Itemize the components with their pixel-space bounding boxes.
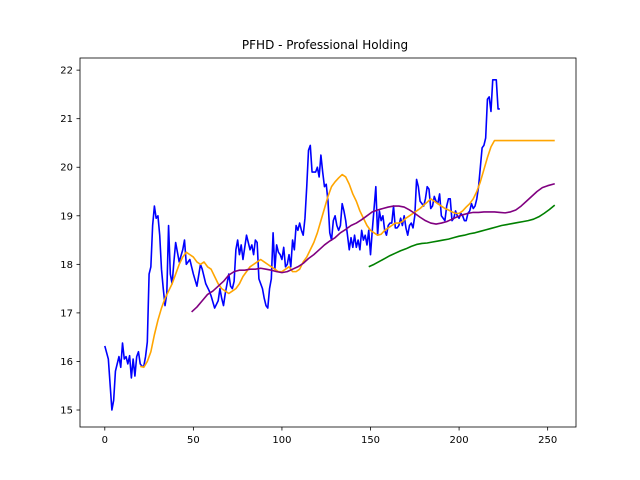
x-tick-label: 100 (272, 435, 291, 446)
series-layer (104, 79, 556, 411)
x-tick-label: 250 (538, 435, 557, 446)
plot-frame (79, 57, 577, 428)
y-tick-label: 15 (60, 406, 73, 417)
x-tick-label: 50 (187, 435, 200, 446)
y-tick-label: 17 (60, 308, 73, 319)
y-tick-label: 16 (60, 357, 73, 368)
y-tick-label: 18 (60, 260, 73, 271)
series-line-ma20 (140, 139, 555, 369)
series-line-close (104, 79, 500, 411)
x-tick-label: 200 (450, 435, 469, 446)
series-line-ma50 (191, 182, 555, 313)
x-tick-label: 150 (361, 435, 380, 446)
series-line-ma100 (368, 204, 556, 268)
x-tick-label: 0 (102, 435, 108, 446)
y-tick-label: 22 (60, 66, 73, 77)
y-tick-label: 20 (60, 163, 73, 174)
axes-layer: 0 50 100 150 200 250 15 16 17 18 19 20 21 22 (60, 57, 577, 446)
chart-title: PFHD - Professional Holding (242, 38, 408, 52)
y-tick-label: 19 (60, 211, 73, 222)
y-tick-label: 21 (60, 114, 73, 125)
